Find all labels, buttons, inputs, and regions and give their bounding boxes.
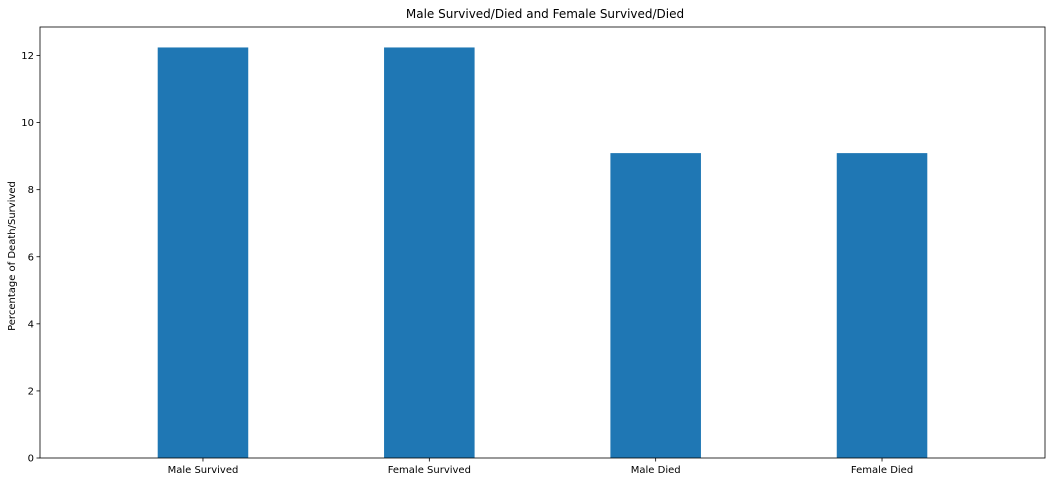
x-tick-label: Male Died bbox=[631, 465, 681, 476]
y-tick-label: 6 bbox=[28, 252, 34, 263]
y-tick-label: 2 bbox=[28, 386, 34, 397]
bar-male-survived bbox=[157, 47, 249, 458]
y-tick-label: 10 bbox=[21, 118, 34, 129]
y-tick-label: 0 bbox=[28, 454, 34, 465]
plot-frame bbox=[39, 26, 1046, 459]
bar-male-died bbox=[610, 153, 701, 458]
y-axis-label: Percentage of Death/Survived bbox=[7, 181, 18, 331]
y-tick-label: 8 bbox=[28, 185, 34, 196]
plot-area: 0 2 4 6 8 10 12 Male Survived Female Survived Mal… bbox=[21, 26, 1046, 476]
bar-female-survived bbox=[384, 47, 475, 458]
x-tick-label: Female Died bbox=[851, 465, 913, 476]
bar-female-died bbox=[836, 153, 928, 458]
chart-title: Male Survived/Died and Female Survived/D… bbox=[406, 7, 684, 21]
x-tick-label: Male Survived bbox=[168, 465, 239, 476]
x-tick-label: Female Survived bbox=[388, 465, 471, 476]
y-tick-label: 4 bbox=[28, 319, 34, 330]
y-tick-label: 12 bbox=[21, 51, 34, 62]
